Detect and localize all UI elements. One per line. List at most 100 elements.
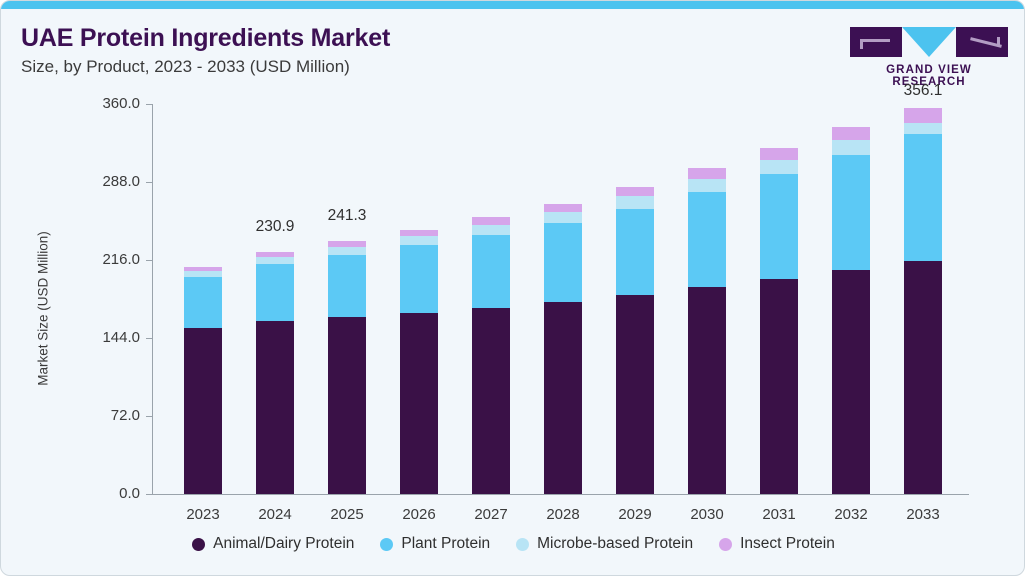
bar-segment[interactable]: [400, 312, 438, 494]
bar-stack-2033[interactable]: [904, 104, 942, 494]
y-axis-tick-mark: [146, 260, 152, 261]
bar-segment[interactable]: [904, 260, 942, 494]
bar-segment[interactable]: [832, 270, 870, 494]
bar-segment[interactable]: [544, 302, 582, 494]
bar-segment[interactable]: [184, 271, 222, 278]
bar-segment[interactable]: [760, 278, 798, 494]
chart-legend: Animal/Dairy Protein Plant Protein Microbe…: [1, 535, 1024, 553]
bar-stack-2030[interactable]: [688, 104, 726, 494]
bar-segment[interactable]: [328, 241, 366, 247]
bar-segment[interactable]: [400, 229, 438, 237]
logo-block-left-icon: [850, 27, 902, 57]
bar-segment[interactable]: [544, 223, 582, 303]
bar-segment[interactable]: [184, 328, 222, 494]
bar-segment[interactable]: [400, 245, 438, 313]
bar-segment[interactable]: [616, 208, 654, 296]
bar-segment[interactable]: [832, 155, 870, 271]
bar-segment[interactable]: [616, 186, 654, 197]
bar-segment[interactable]: [256, 257, 294, 265]
bar-stack-2025[interactable]: [328, 104, 366, 494]
bar-segment[interactable]: [760, 174, 798, 279]
bar-stack-2031[interactable]: [760, 104, 798, 494]
bar-segment[interactable]: [616, 295, 654, 494]
bar-segment[interactable]: [328, 247, 366, 256]
bar-segment[interactable]: [328, 316, 366, 494]
bar-segment[interactable]: [472, 235, 510, 308]
x-axis-tick-label: 2030: [690, 506, 724, 523]
bar-segment[interactable]: [184, 277, 222, 329]
logo-triangle-icon: [902, 27, 956, 57]
y-axis-tick-label: 72.0: [110, 407, 140, 424]
bar-segment[interactable]: [256, 321, 294, 494]
top-accent-bar: [1, 1, 1024, 9]
bar-segment[interactable]: [688, 178, 726, 193]
x-axis-tick-label: 2024: [258, 506, 292, 523]
brand-logo: GRAND VIEW RESEARCH: [850, 27, 1008, 88]
legend-item-0[interactable]: Animal/Dairy Protein: [192, 535, 354, 553]
x-axis-tick-label: 2032: [834, 506, 868, 523]
bar-segment[interactable]: [184, 266, 222, 272]
x-axis-tick-label: 2027: [474, 506, 508, 523]
y-axis-tick-label: 144.0: [102, 329, 140, 346]
bar-segment[interactable]: [760, 148, 798, 160]
bar-value-label: 230.9: [255, 217, 295, 235]
bar-stack-2023[interactable]: [184, 104, 222, 494]
y-axis-tick-mark: [146, 182, 152, 183]
legend-item-2[interactable]: Microbe-based Protein: [516, 535, 693, 553]
x-axis-tick-label: 2028: [546, 506, 580, 523]
bar-segment[interactable]: [760, 159, 798, 175]
x-axis-tick-label: 2029: [618, 506, 652, 523]
bar-segment[interactable]: [544, 203, 582, 212]
bar-value-label: 356.1: [903, 82, 943, 100]
bar-segment[interactable]: [832, 139, 870, 156]
legend-item-3[interactable]: Insect Protein: [719, 535, 835, 553]
bar-segment[interactable]: [400, 236, 438, 246]
legend-swatch-icon: [380, 537, 394, 551]
bar-segment[interactable]: [544, 211, 582, 224]
bar-stack-2029[interactable]: [616, 104, 654, 494]
y-axis-tick-mark: [146, 416, 152, 417]
bar-segment[interactable]: [616, 196, 654, 209]
legend-label: Insect Protein: [740, 535, 835, 552]
bar-segment[interactable]: [832, 126, 870, 140]
bar-stack-2027[interactable]: [472, 104, 510, 494]
bar-segment[interactable]: [904, 134, 942, 261]
bar-segment[interactable]: [472, 307, 510, 494]
bar-segment[interactable]: [256, 251, 294, 258]
x-axis-tick-label: 2026: [402, 506, 436, 523]
bar-segment[interactable]: [256, 264, 294, 322]
bar-stack-2028[interactable]: [544, 104, 582, 494]
y-axis-tick-label: 0.0: [119, 485, 140, 502]
x-axis-tick-label: 2031: [762, 506, 796, 523]
legend-label: Microbe-based Protein: [537, 535, 694, 552]
y-axis-title: Market Size (USD Million): [35, 231, 51, 386]
bar-segment[interactable]: [904, 122, 942, 135]
y-axis-tick-mark: [146, 338, 152, 339]
chart-subtitle: Size, by Product, 2023 - 2033 (USD Milli…: [21, 57, 350, 76]
bar-stack-2024[interactable]: [256, 104, 294, 494]
legend-label: Plant Protein: [401, 535, 491, 552]
bar-stack-2026[interactable]: [400, 104, 438, 494]
y-axis-line: [152, 104, 153, 494]
x-axis-line: [152, 494, 969, 495]
x-axis-tick-label: 2025: [330, 506, 364, 523]
bar-segment[interactable]: [472, 224, 510, 236]
y-axis-tick-label: 360.0: [102, 95, 140, 112]
page-title: UAE Protein Ingredients Market: [21, 24, 391, 52]
y-axis-tick-label: 216.0: [102, 251, 140, 268]
logo-marks: [850, 27, 1008, 59]
legend-item-1[interactable]: Plant Protein: [380, 535, 490, 553]
bar-stack-2032[interactable]: [832, 104, 870, 494]
bar-segment[interactable]: [688, 168, 726, 179]
legend-swatch-icon: [192, 537, 206, 551]
logo-text: GRAND VIEW RESEARCH: [886, 64, 972, 88]
x-axis-tick-label: 2033: [906, 506, 940, 523]
bar-segment[interactable]: [688, 192, 726, 288]
bar-value-label: 241.3: [327, 206, 367, 224]
bar-segment[interactable]: [904, 108, 942, 123]
bar-segment[interactable]: [688, 287, 726, 494]
bar-segment[interactable]: [472, 217, 510, 225]
bar-segment[interactable]: [328, 255, 366, 317]
